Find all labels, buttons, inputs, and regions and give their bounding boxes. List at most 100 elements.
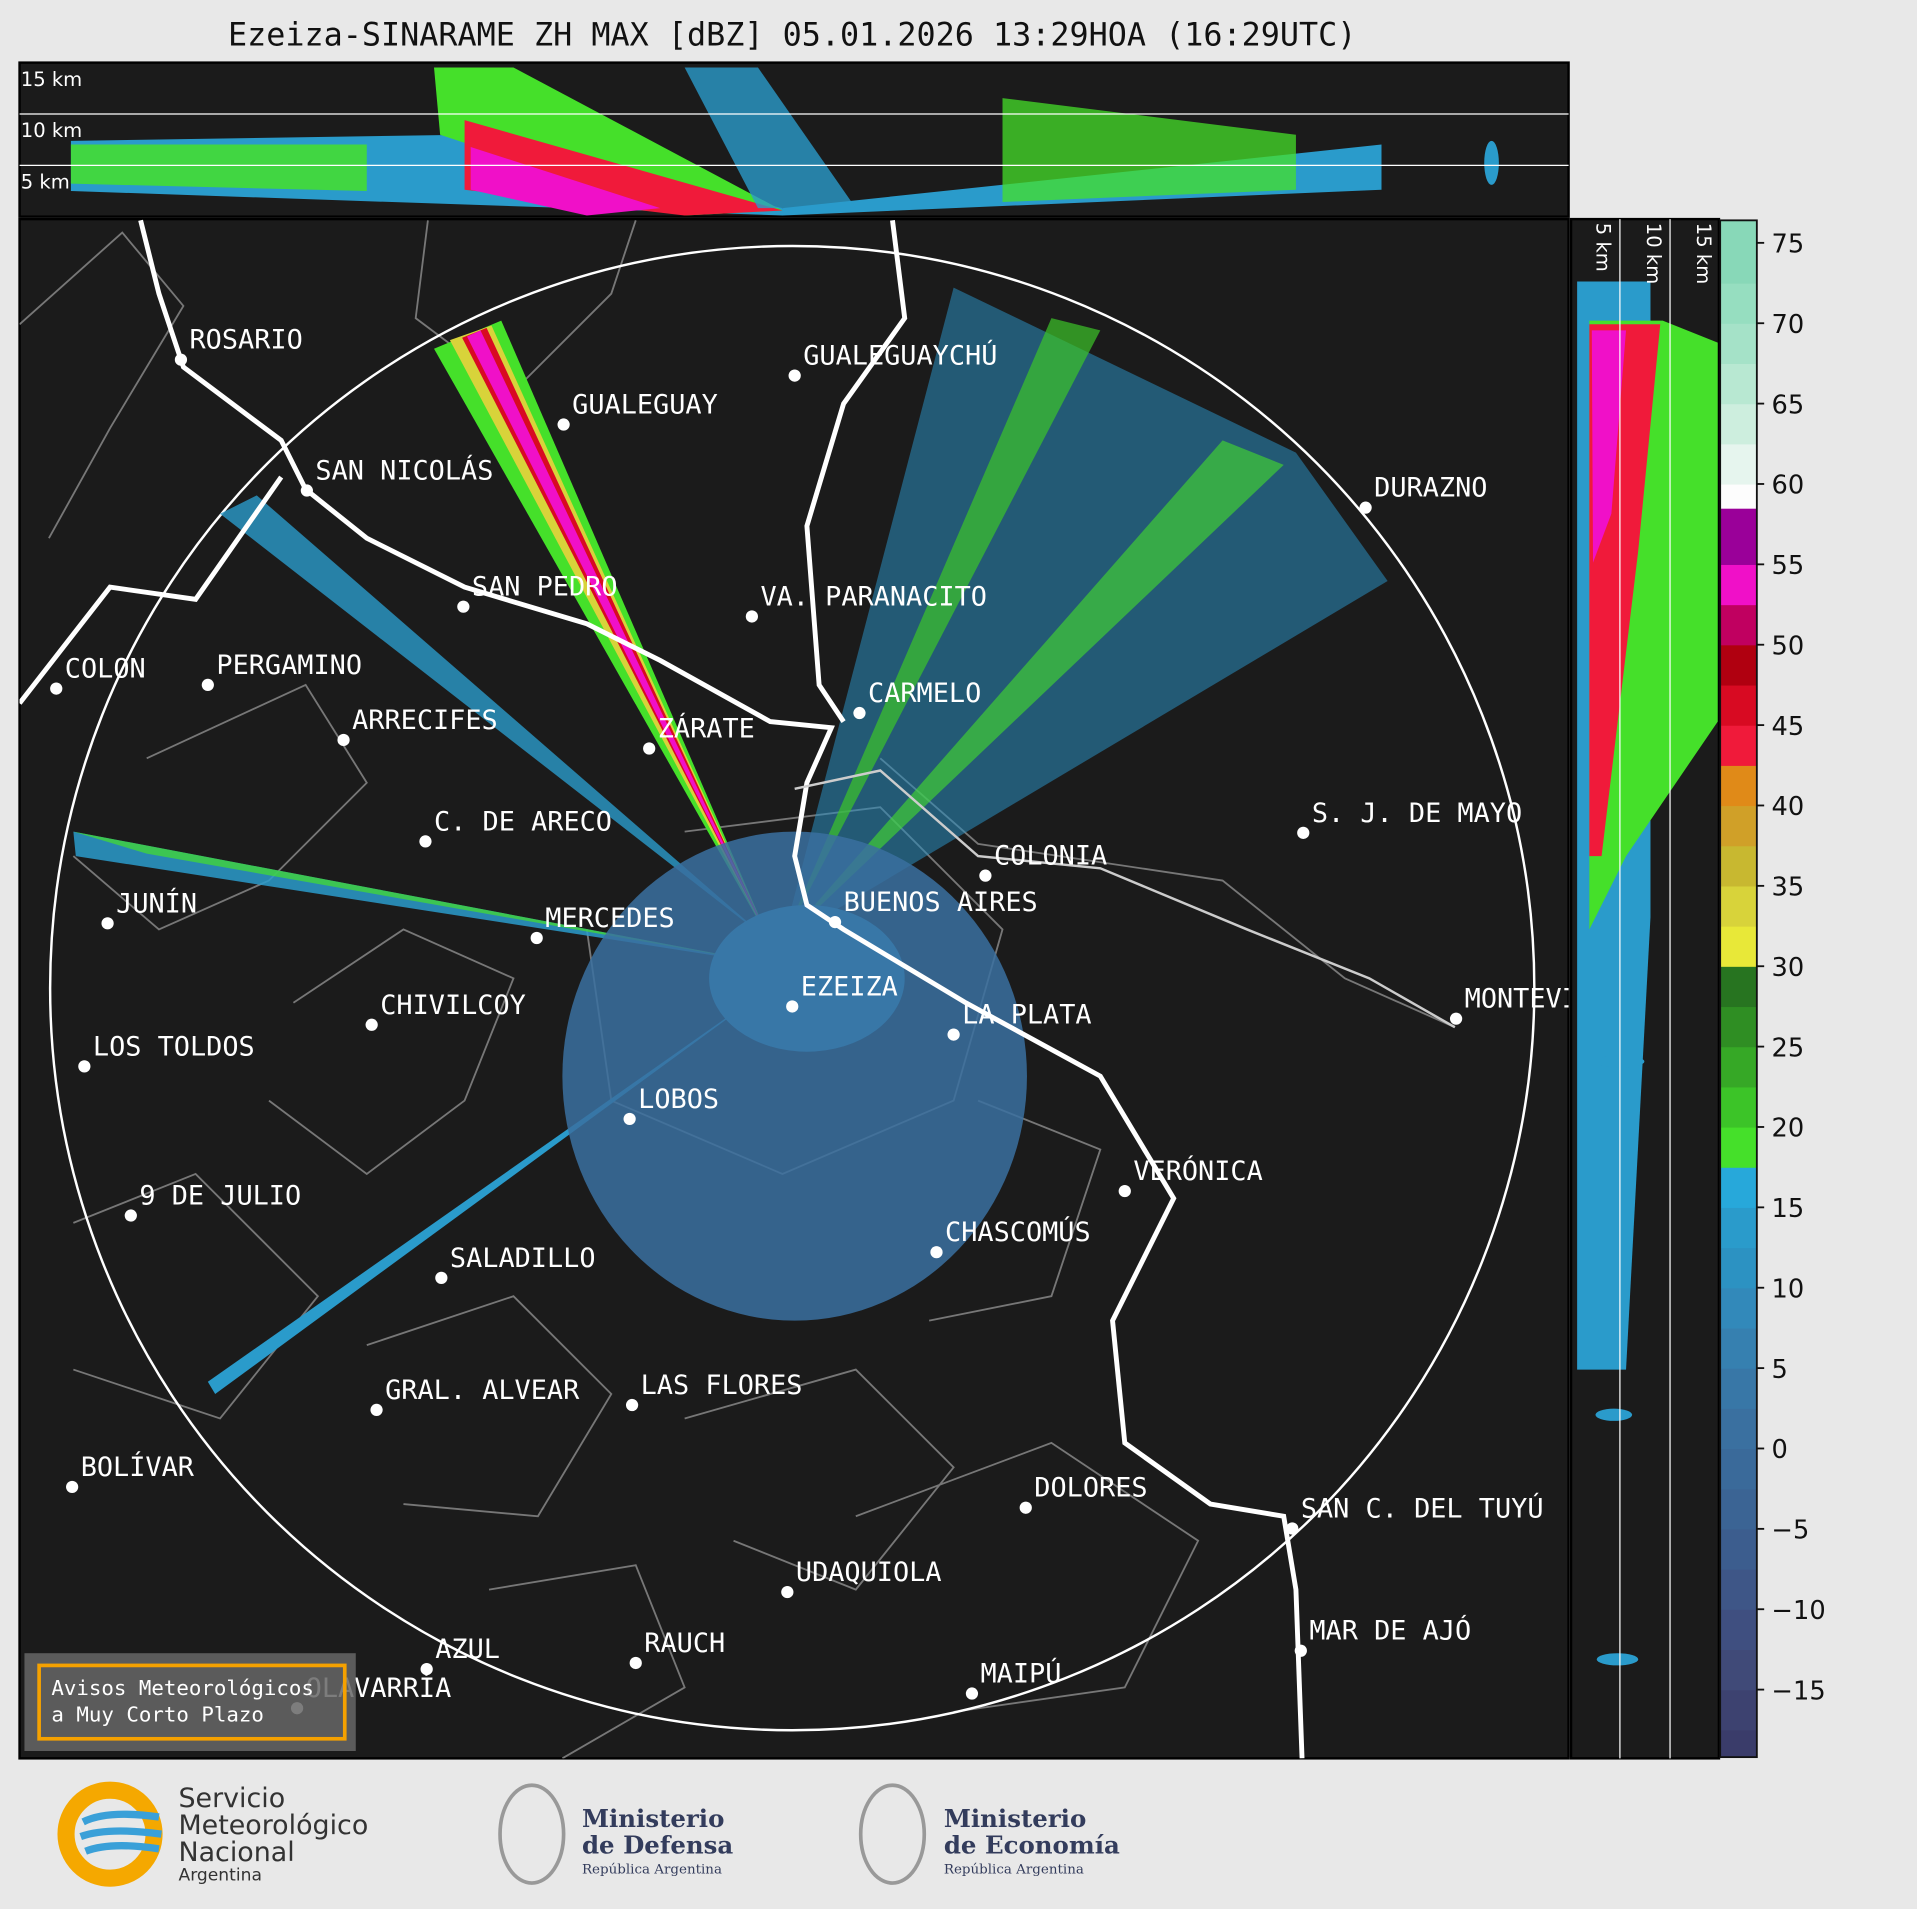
colorbar-bin xyxy=(1720,1247,1757,1289)
colorbar-bin xyxy=(1720,1408,1757,1450)
cities: ROSARIO GUALEGUAYCHÚ GUALEGUAY SAN NICOLÁS D… xyxy=(50,325,1569,1715)
colorbar-bin xyxy=(1720,1006,1757,1048)
logo-defensa: Ministerio de Defensa República Argentin… xyxy=(498,1783,733,1885)
city-dot xyxy=(930,1246,943,1259)
colorbar-tick-label: −5 xyxy=(1772,1516,1810,1546)
city-dot xyxy=(745,610,758,623)
colorbar-tick-label: 35 xyxy=(1772,873,1805,903)
colorbar-bin xyxy=(1720,508,1757,565)
colorbar-bin xyxy=(1720,1528,1757,1570)
logo-text: de Defensa xyxy=(582,1831,733,1860)
colorbar-bin xyxy=(1720,1729,1757,1758)
city-label: MAIPÚ xyxy=(981,1658,1062,1690)
colorbar-bin xyxy=(1720,966,1757,1008)
colorbar-bin xyxy=(1720,1287,1757,1329)
city-dot xyxy=(965,1687,979,1700)
city-dot xyxy=(300,484,313,497)
notice-bg xyxy=(24,1653,356,1752)
city-label: COLONIA xyxy=(994,841,1107,872)
colorbar-tick-label: 25 xyxy=(1772,1033,1805,1063)
colorbar-bin xyxy=(1720,805,1757,847)
colorbar-tick-label: 15 xyxy=(1772,1194,1805,1224)
city-label: BUENOS AIRES xyxy=(844,887,1038,918)
city-label: DURAZNO xyxy=(1374,473,1487,504)
height-label: 5 km xyxy=(21,171,70,194)
height-label: 15 km xyxy=(1692,223,1715,284)
city-label: 9 DE JULIO xyxy=(139,1181,301,1212)
city-label: RAUCH xyxy=(644,1628,725,1659)
colorbar-bin xyxy=(1720,644,1757,686)
city-label: UDAQUIOLA xyxy=(796,1557,942,1588)
city-label: COLON xyxy=(65,654,146,685)
city-label: GRAL. ALVEAR xyxy=(385,1375,580,1406)
city-label: MERCEDES xyxy=(545,903,674,934)
logo-text: Servicio xyxy=(178,1783,285,1814)
colorbar-bin xyxy=(1720,1569,1757,1610)
logo-text: República Argentina xyxy=(582,1862,722,1877)
colorbar-bin xyxy=(1720,725,1757,766)
logo-text: Meteorológico xyxy=(178,1810,368,1841)
colorbar-bin xyxy=(1720,926,1757,967)
city-label: EZEIZA xyxy=(801,971,898,1002)
city-label: SAN NICOLÁS xyxy=(315,455,493,487)
side-echoes xyxy=(1577,281,1718,1666)
city-label: ZÁRATE xyxy=(658,712,755,744)
colorbar-frame xyxy=(1719,219,1758,1759)
city-label: LA PLATA xyxy=(962,1000,1091,1031)
logo-smn: Servicio Meteorológico Nacional Argentin… xyxy=(57,1781,368,1887)
colorbar-bin xyxy=(1720,604,1757,646)
height-label: 10 km xyxy=(21,119,82,142)
city-label: GUALEGUAYCHÚ xyxy=(803,340,997,372)
city-dot xyxy=(828,915,842,929)
city-label: JUNÍN xyxy=(116,887,197,919)
colorbar-bin xyxy=(1720,1046,1757,1088)
colorbar-bin xyxy=(1720,1327,1757,1369)
city-label: ARRECIFES xyxy=(352,705,498,736)
coast-uy xyxy=(794,769,1456,1029)
notice-frame xyxy=(37,1663,347,1741)
colorbar-bin xyxy=(1720,363,1757,405)
city-dot xyxy=(1297,826,1310,839)
city-dot xyxy=(853,706,866,720)
colorbar-bin xyxy=(1720,323,1757,365)
colorbar-bin xyxy=(1720,483,1757,509)
colorbar-tick-label: 50 xyxy=(1772,632,1805,662)
city-dot xyxy=(457,600,470,613)
colorbar-bin xyxy=(1720,1167,1757,1208)
notice-text: a Muy Corto Plazo xyxy=(51,1703,264,1727)
top-echoes xyxy=(70,67,1499,216)
colorbar-bin xyxy=(1720,765,1757,807)
notice-text: Avisos Meteorológicos xyxy=(51,1676,314,1700)
city-dot xyxy=(1286,1522,1299,1535)
city-label: CHIVILCOY xyxy=(380,990,526,1021)
city-dot xyxy=(370,1403,383,1417)
colorbar-tick-label: 0 xyxy=(1772,1435,1788,1465)
city-dot xyxy=(420,1662,433,1676)
city-label: CHASCOMÚS xyxy=(945,1216,1091,1248)
logo-text: Ministerio xyxy=(582,1804,724,1833)
city-dot xyxy=(1118,1184,1131,1198)
colorbar-bin xyxy=(1720,845,1757,887)
colorbar-bin xyxy=(1720,1649,1757,1691)
colorbar-tick-label: −10 xyxy=(1772,1596,1826,1626)
city-label: VERÓNICA xyxy=(1133,1155,1262,1187)
colorbar-tick-label: 55 xyxy=(1772,551,1805,581)
city-label: C. DE ARECO xyxy=(434,806,612,837)
colorbar-tick-label: 45 xyxy=(1772,712,1805,742)
city-label: SALADILLO xyxy=(450,1243,596,1274)
city-label: S. J. DE MAYO xyxy=(1312,798,1522,829)
colorbar-bin xyxy=(1720,1609,1757,1651)
city-dot xyxy=(419,835,432,848)
height-label: 15 km xyxy=(21,68,82,91)
colorbar-tick-label: −15 xyxy=(1772,1676,1826,1706)
colorbar-tick-label: 65 xyxy=(1772,390,1805,420)
height-label: 5 km xyxy=(1592,223,1615,272)
colorbar-tick-label: 60 xyxy=(1772,471,1805,501)
city-dot xyxy=(947,1028,960,1041)
logo-text: Argentina xyxy=(178,1866,261,1886)
city-label: LOS TOLDOS xyxy=(93,1031,255,1062)
city-dot xyxy=(643,742,656,755)
colorbar-tick-label: 30 xyxy=(1772,953,1805,983)
city-dot xyxy=(623,1112,636,1126)
city-dot xyxy=(365,1018,378,1031)
